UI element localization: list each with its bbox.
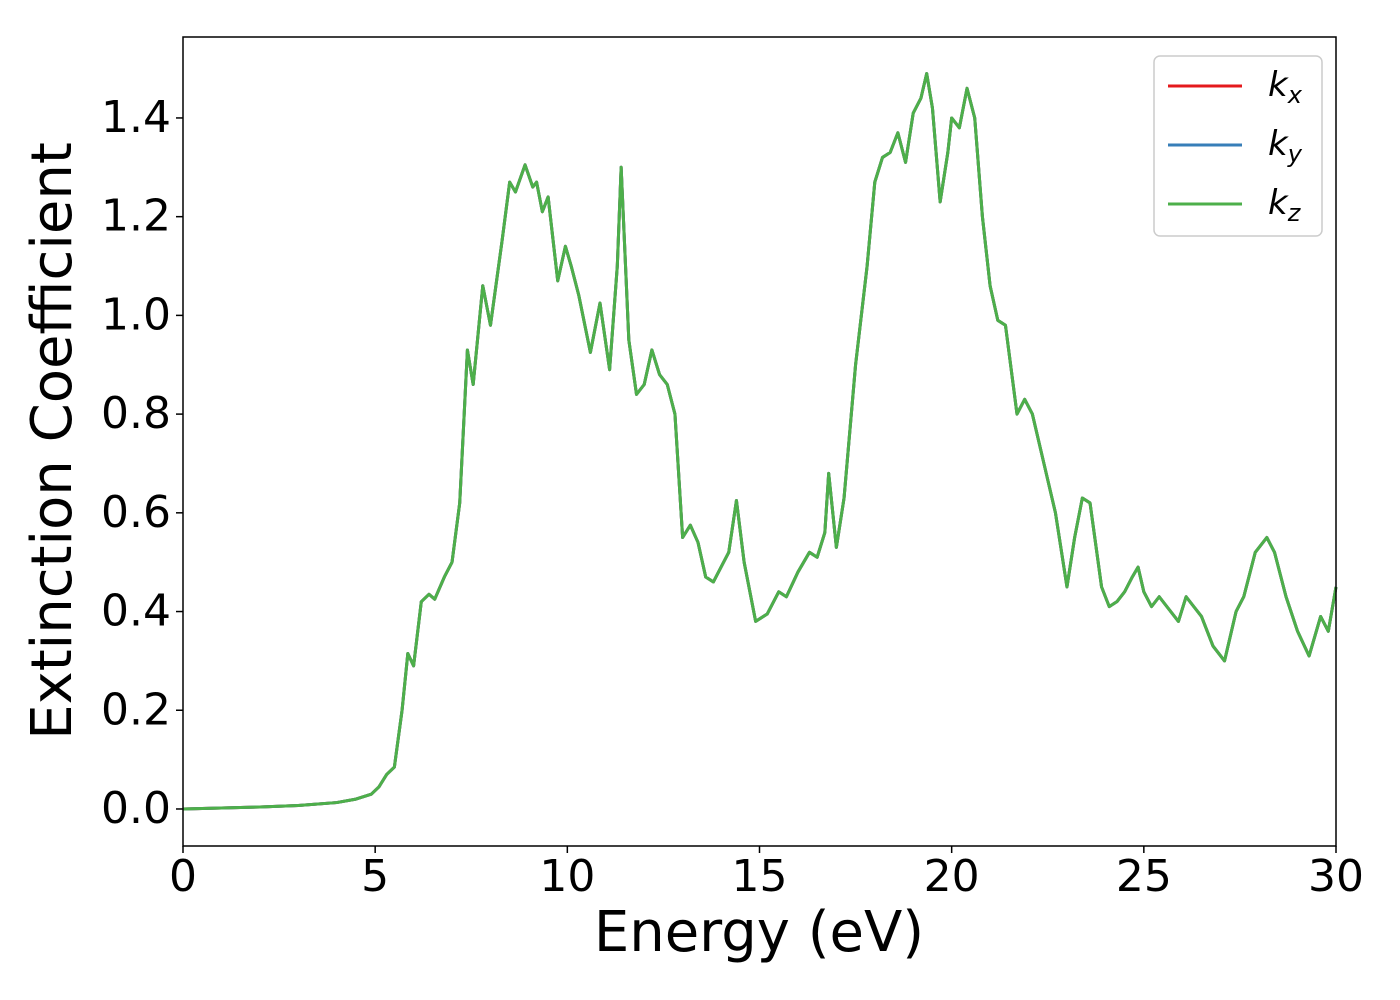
- x-tick-label: 30: [1308, 851, 1364, 902]
- x-tick-label: 10: [539, 851, 595, 902]
- y-tick-label: 0.8: [101, 388, 171, 439]
- x-tick-label: 15: [732, 851, 788, 902]
- x-tick-label: 0: [169, 851, 197, 902]
- y-tick-label: 1.0: [101, 289, 171, 340]
- plot-frame: [182, 36, 1337, 847]
- x-tick-label: 25: [1116, 851, 1172, 902]
- x-tick-label: 5: [361, 851, 389, 902]
- legend-label: kx: [1268, 65, 1303, 110]
- series-line: [182, 72, 1338, 811]
- legend-label: kz: [1268, 183, 1302, 228]
- x-tick-label: 20: [924, 851, 980, 902]
- legend-label: ky: [1268, 124, 1303, 169]
- y-tick-label: 1.2: [101, 191, 171, 242]
- y-tick-label: 0.2: [101, 684, 171, 735]
- y-tick-label: 0.0: [101, 783, 171, 834]
- x-axis-label: Energy (eV): [594, 900, 924, 965]
- y-tick-label: 0.6: [101, 487, 171, 538]
- y-tick-label: 0.4: [101, 586, 171, 637]
- y-tick-label: 1.4: [101, 92, 171, 143]
- y-axis-label: Extinction Coefficient: [20, 142, 85, 740]
